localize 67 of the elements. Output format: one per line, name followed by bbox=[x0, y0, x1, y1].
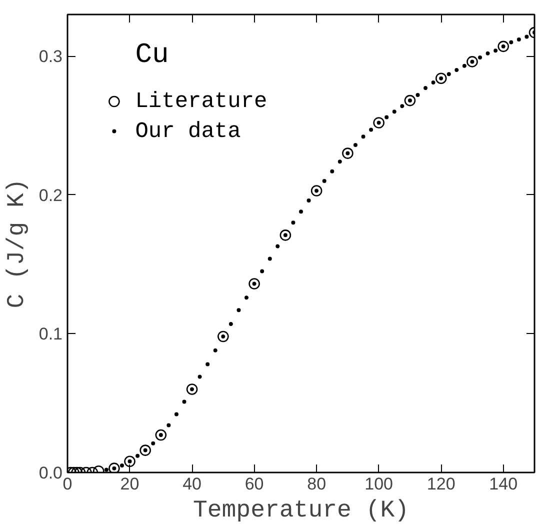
x-tick-label: 100 bbox=[364, 474, 394, 494]
point bbox=[416, 93, 420, 97]
legend-label: Our data bbox=[135, 118, 241, 144]
point bbox=[361, 134, 366, 139]
point bbox=[338, 160, 342, 164]
point bbox=[213, 348, 218, 352]
point bbox=[466, 56, 478, 68]
point bbox=[151, 441, 156, 446]
point bbox=[516, 37, 521, 42]
x-tick-label: 140 bbox=[489, 474, 518, 494]
point bbox=[120, 464, 124, 468]
point bbox=[104, 468, 108, 472]
legend-title: Cu bbox=[135, 40, 169, 72]
x-tick-label: 40 bbox=[182, 474, 202, 494]
point bbox=[369, 128, 374, 132]
point bbox=[322, 179, 326, 184]
point bbox=[342, 148, 354, 159]
point bbox=[424, 86, 428, 90]
x-axis-title: Temperature (K) bbox=[192, 498, 410, 524]
point bbox=[353, 142, 358, 147]
point bbox=[404, 94, 416, 106]
legend-label: Literature bbox=[135, 89, 268, 114]
point bbox=[494, 48, 498, 53]
point bbox=[306, 198, 311, 202]
point bbox=[108, 462, 120, 472]
point bbox=[268, 256, 272, 261]
point bbox=[299, 210, 303, 214]
point bbox=[244, 296, 249, 300]
point bbox=[462, 64, 466, 68]
y-tick-label: 0.1 bbox=[38, 324, 63, 344]
point bbox=[330, 169, 334, 174]
point bbox=[384, 115, 389, 120]
point bbox=[186, 384, 198, 395]
x-tick-label: 0 bbox=[62, 474, 72, 494]
x-tick-label: 120 bbox=[426, 474, 456, 494]
y-axis-title: C (J/g K) bbox=[4, 178, 31, 308]
point bbox=[392, 110, 396, 114]
point bbox=[236, 308, 241, 312]
x-tick-label: 20 bbox=[120, 474, 140, 494]
point bbox=[198, 374, 202, 379]
point bbox=[136, 454, 140, 458]
y-tick-label: 0.0 bbox=[38, 464, 63, 482]
point bbox=[260, 269, 264, 274]
point bbox=[509, 40, 514, 44]
point bbox=[400, 104, 404, 108]
point bbox=[454, 68, 459, 72]
point bbox=[276, 244, 280, 248]
point bbox=[291, 220, 296, 225]
point bbox=[228, 322, 233, 326]
point bbox=[431, 80, 436, 85]
point bbox=[166, 423, 171, 428]
point bbox=[155, 429, 167, 441]
point bbox=[478, 56, 482, 60]
x-tick-label: 80 bbox=[307, 474, 326, 494]
point bbox=[524, 34, 529, 39]
point bbox=[435, 72, 447, 84]
point bbox=[446, 72, 451, 76]
point bbox=[174, 412, 178, 416]
x-tick-label: 60 bbox=[244, 474, 264, 494]
y-tick-label: 0.2 bbox=[38, 186, 63, 205]
point bbox=[310, 185, 322, 196]
point bbox=[182, 400, 186, 404]
point bbox=[373, 117, 384, 128]
point bbox=[124, 456, 136, 468]
point bbox=[206, 362, 210, 366]
point bbox=[486, 51, 490, 56]
y-tick-label: 0.3 bbox=[38, 47, 63, 66]
